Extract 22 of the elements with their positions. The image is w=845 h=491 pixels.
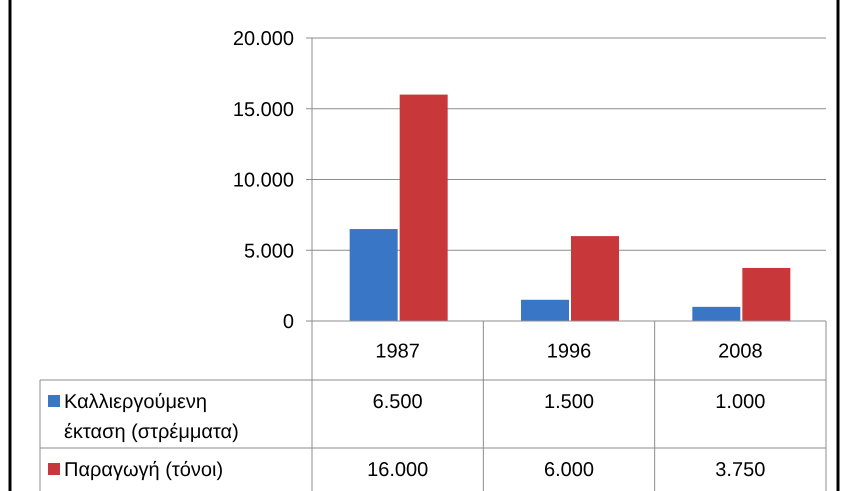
data-label: 1.500	[544, 391, 594, 413]
x-tick-label: 2008	[718, 340, 763, 362]
bar	[742, 268, 790, 321]
data-label: 6.500	[372, 391, 423, 413]
x-tick-label: 1987	[375, 340, 420, 362]
y-tick-label: 5.000	[244, 240, 294, 262]
x-tick-label: 1996	[546, 340, 592, 362]
data-label: 6.000	[544, 459, 594, 481]
y-tick-label: 15.000	[232, 98, 294, 121]
y-tick-label: 0	[282, 311, 294, 333]
legend-label: Καλλιεργούμενη έκταση (στρέμματα)	[64, 391, 239, 443]
bar	[521, 300, 569, 321]
bar	[400, 94, 448, 321]
y-tick-label: 10.000	[232, 170, 294, 192]
data-label: 16.000	[367, 459, 428, 481]
bar	[692, 306, 740, 321]
bar	[350, 229, 398, 321]
y-tick-label: 20.000	[232, 28, 294, 50]
legend-label: Παραγωγή (τόνοι)	[64, 459, 224, 481]
data-label: 1.000	[715, 391, 766, 413]
data-label: 3.750	[715, 459, 766, 481]
bar	[571, 236, 619, 321]
